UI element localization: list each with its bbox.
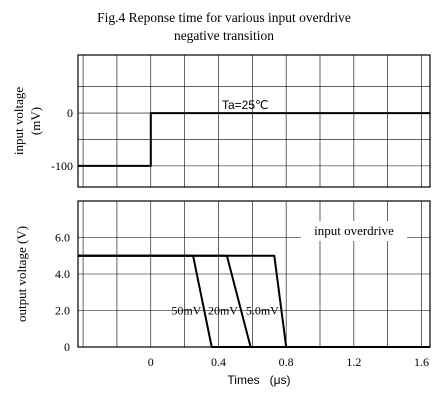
output-x-tick-labels: 0 0.4 0.8 1.2 1.6: [148, 355, 429, 369]
chart-title-line-1: Fig.4 Reponse time for various input ove…: [97, 10, 351, 25]
input-y-tick-label: 0: [67, 106, 73, 120]
output-series-label-1: 20mV: [208, 304, 238, 318]
input-panel-grid: [78, 55, 430, 187]
input-voltage-panel: input voltage (mV) 0 -100 Ta=25℃: [11, 54, 431, 188]
input-y-tick-label: -100: [51, 159, 73, 173]
output-series-line-0: [78, 254, 430, 348]
output-x-tick-label: 1.6: [414, 355, 429, 369]
output-series-lines: [78, 254, 430, 348]
output-panel-grid: [78, 201, 430, 347]
output-x-tick-label: 0.4: [211, 355, 226, 369]
input-step-line: [78, 112, 430, 167]
output-series-labels: 50mV 20mV 5.0mV: [171, 304, 279, 318]
output-y-tick-labels: 0 2.0 4.0 6.0: [55, 231, 70, 355]
input-step-series: [78, 112, 430, 167]
output-y-tick-label: 4.0: [55, 267, 70, 281]
input-y-tick-labels: 0 -100: [51, 106, 73, 173]
chart-title-line-2: negative transition: [174, 28, 274, 43]
output-series-line-1: [78, 254, 430, 348]
legend-title-backdrop: [301, 221, 407, 241]
temperature-annotation: Ta=25℃: [222, 98, 269, 112]
output-series-label-0: 50mV: [171, 304, 201, 318]
output-xlabel: Times (μs): [227, 373, 290, 387]
output-y-tick-label: 0: [64, 340, 70, 354]
input-panel-frame: [77, 54, 431, 188]
output-y-tick-label: 6.0: [55, 231, 70, 245]
output-voltage-panel: output voltage (V) 0 2.0 4.0 6.0 0 0.4 0.8 1.2…: [14, 200, 431, 387]
output-ylabel: output voltage (V): [14, 226, 29, 322]
input-ylabel-line-2: (mV): [28, 107, 43, 135]
output-x-tick-label: 1.2: [346, 355, 361, 369]
legend-title: input overdrive: [314, 223, 394, 238]
output-series-line-2: [78, 254, 430, 348]
output-x-tick-label: 0: [148, 355, 154, 369]
input-ylabel-line-1: input voltage: [11, 87, 26, 155]
output-x-tick-label: 0.8: [279, 355, 294, 369]
output-y-tick-label: 2.0: [55, 304, 70, 318]
output-series-label-2: 5.0mV: [246, 304, 279, 318]
